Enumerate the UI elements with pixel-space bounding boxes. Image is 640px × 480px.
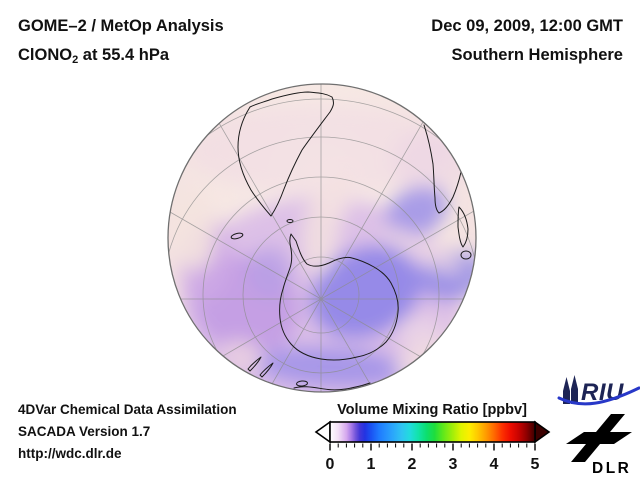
colorbar-ticks (329, 443, 536, 451)
field-region-east-pale-shear-band (378, 224, 462, 274)
falkland-islands (286, 219, 294, 223)
coastlines (230, 91, 472, 391)
colorbar-left-arrow (314, 420, 331, 444)
mixing-ratio-field (169, 104, 476, 392)
version-label: SACADA Version 1.7 (18, 424, 151, 439)
species-name: ClONO (18, 46, 73, 64)
new-zealand-coastline (247, 356, 274, 378)
indian-ocean-island (460, 250, 472, 260)
footer-left: 4DVar Chemical Data Assimilation SACADA … (18, 399, 237, 465)
africa-coastline (423, 124, 462, 214)
australia-limb-coastline (293, 382, 371, 391)
tasmania-island (296, 380, 308, 387)
riu-logo: RIU (557, 375, 640, 406)
colorbar-tick-label: 3 (449, 456, 458, 473)
riu-swoosh (557, 386, 640, 406)
species-subscript: 2 (72, 54, 79, 66)
plot-datetime: Dec 09, 2009, 12:00 GMT (431, 17, 623, 35)
field-region-peninsula-west-violet (248, 246, 292, 298)
madagascar-coastline (457, 206, 469, 248)
colorbar-tick-label: 2 (408, 456, 417, 473)
south-georgia-island (230, 232, 244, 240)
graticule (168, 84, 476, 392)
plot-title: GOME–2 / MetOp Analysis (18, 17, 224, 35)
field-region-west-limb-pale (169, 190, 215, 270)
dlr-emblem-icon (566, 414, 632, 462)
field-region-southeast-pink-gap (396, 316, 444, 348)
south-america-coastline (237, 91, 334, 217)
colorbar-tick-label: 0 (326, 456, 335, 473)
cathedral-icon (563, 375, 578, 404)
plot-species-level: ClONO2 at 55.4 hPa (18, 41, 224, 75)
colorbar-tick-label: 4 (490, 456, 499, 473)
colorbar-tick-labels: 0 1 2 3 4 5 (326, 456, 540, 473)
colorbar-title: Volume Mixing Ratio [ppbv] (337, 402, 527, 418)
field-region-northeast-blue-blob (384, 184, 448, 240)
antarctica-coastline (279, 233, 399, 361)
field-region-polar-wedge-north-extension (322, 170, 354, 222)
colorbar-tick-label: 5 (531, 456, 540, 473)
dlr-text: DLR (592, 460, 631, 477)
assimilation-label: 4DVar Chemical Data Assimilation (18, 402, 237, 417)
pressure-level: at 55.4 hPa (78, 46, 170, 64)
plot-hemisphere: Southern Hemisphere (451, 46, 623, 64)
header-left: GOME–2 / MetOp Analysis ClONO2 at 55.4 h… (18, 12, 224, 75)
colorbar-gradient-bar (329, 421, 536, 443)
colorbar: Volume Mixing Ratio [ppbv] 0 1 2 3 4 5 (314, 402, 551, 473)
colorbar-tick-label: 1 (367, 456, 376, 473)
wdc-url-label: http://wdc.dlr.de (18, 446, 122, 461)
dlr-logo: DLR (566, 414, 632, 477)
header-right: Dec 09, 2009, 12:00 GMT Southern Hemisph… (431, 12, 623, 70)
globe (167, 83, 477, 393)
colorbar-right-arrow (534, 420, 551, 444)
globe-limb (167, 83, 477, 393)
